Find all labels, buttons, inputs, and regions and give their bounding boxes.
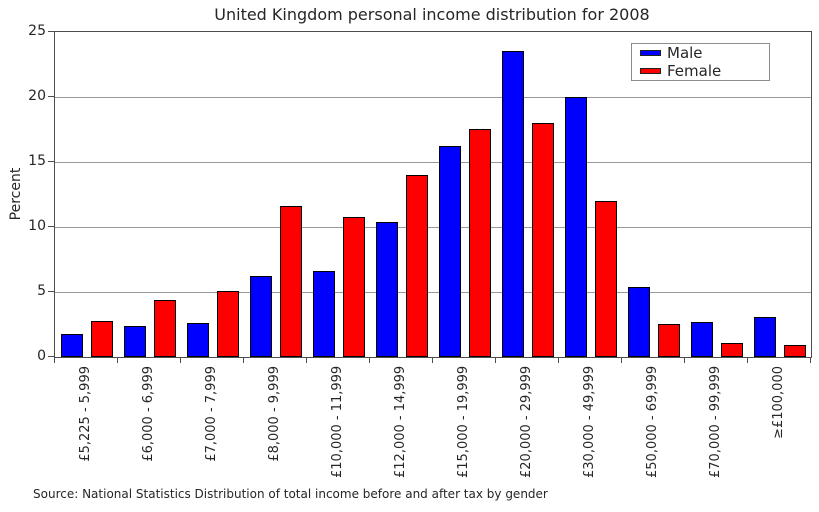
bar-male-11 bbox=[690, 322, 713, 357]
legend-label-male: Male bbox=[667, 44, 703, 62]
chart-title: United Kingdom personal income distribut… bbox=[214, 5, 650, 24]
y-tick-label-15: 15 bbox=[28, 153, 46, 169]
gridline-20 bbox=[55, 97, 811, 98]
gridline-5 bbox=[55, 292, 811, 293]
bar-male-4 bbox=[249, 276, 272, 357]
bar-female-7 bbox=[468, 129, 491, 357]
y-tick-label-0: 0 bbox=[37, 348, 46, 364]
x-tick-mark bbox=[243, 357, 244, 363]
x-tick-mark bbox=[54, 357, 55, 363]
x-tick-label-3: £7,000 - 7,999 bbox=[203, 366, 219, 462]
bar-male-3 bbox=[186, 323, 209, 357]
x-tick-label-6: £12,000 - 14,999 bbox=[392, 365, 408, 478]
bar-female-1 bbox=[90, 321, 113, 357]
y-tick-mark bbox=[48, 226, 54, 227]
bar-female-9 bbox=[594, 201, 617, 357]
y-tick-mark bbox=[48, 96, 54, 97]
x-tick-mark bbox=[117, 357, 118, 363]
y-tick-mark bbox=[48, 161, 54, 162]
x-tick-mark bbox=[306, 357, 307, 363]
bar-male-2 bbox=[123, 326, 146, 357]
bar-male-12 bbox=[753, 317, 776, 357]
x-tick-label-1: £5,225 - 5,999 bbox=[77, 366, 93, 462]
x-tick-mark bbox=[369, 357, 370, 363]
x-tick-label-5: £10,000 - 11,999 bbox=[329, 365, 345, 478]
plot-area bbox=[54, 31, 812, 358]
legend-swatch-female bbox=[640, 68, 661, 74]
bar-female-5 bbox=[342, 217, 365, 357]
y-tick-label-25: 25 bbox=[28, 23, 46, 39]
legend-label-female: Female bbox=[667, 62, 722, 80]
x-tick-label-7: £15,000 - 19,999 bbox=[455, 365, 471, 478]
y-tick-label-5: 5 bbox=[37, 283, 46, 299]
x-tick-label-8: £20,000 - 29,999 bbox=[518, 365, 534, 478]
bar-female-2 bbox=[153, 300, 176, 357]
x-tick-mark bbox=[621, 357, 622, 363]
x-tick-mark bbox=[558, 357, 559, 363]
gridline-10 bbox=[55, 227, 811, 228]
bar-female-3 bbox=[216, 291, 239, 357]
x-tick-mark bbox=[684, 357, 685, 363]
x-tick-label-12: ≥£100,000 bbox=[770, 366, 786, 439]
x-tick-mark bbox=[432, 357, 433, 363]
x-tick-mark bbox=[495, 357, 496, 363]
bar-male-6 bbox=[375, 222, 398, 357]
legend-item-male: Male bbox=[640, 45, 761, 61]
y-tick-mark bbox=[48, 31, 54, 32]
x-tick-label-2: £6,000 - 6,999 bbox=[140, 366, 156, 462]
x-tick-label-11: £70,000 - 99,999 bbox=[707, 365, 723, 478]
legend: Male Female bbox=[631, 43, 770, 81]
bar-male-10 bbox=[627, 287, 650, 357]
y-tick-label-10: 10 bbox=[28, 218, 46, 234]
y-tick-mark bbox=[48, 291, 54, 292]
x-tick-label-4: £8,000 - 9,999 bbox=[266, 366, 282, 462]
x-tick-mark bbox=[810, 357, 811, 363]
gridline-15 bbox=[55, 162, 811, 163]
x-tick-label-9: £30,000 - 49,999 bbox=[581, 365, 597, 478]
y-tick-label-20: 20 bbox=[28, 88, 46, 104]
bar-female-12 bbox=[783, 345, 806, 357]
source-note: Source: National Statistics Distribution… bbox=[33, 487, 548, 501]
x-tick-mark bbox=[747, 357, 748, 363]
bar-female-6 bbox=[405, 175, 428, 357]
bar-male-7 bbox=[438, 146, 461, 357]
x-tick-mark bbox=[180, 357, 181, 363]
bar-male-8 bbox=[501, 51, 524, 357]
bar-male-9 bbox=[564, 97, 587, 357]
bar-male-1 bbox=[60, 334, 83, 357]
bar-female-11 bbox=[720, 343, 743, 357]
legend-swatch-male bbox=[640, 50, 661, 56]
legend-item-female: Female bbox=[640, 63, 761, 79]
y-tick-mark bbox=[48, 356, 54, 357]
bar-female-10 bbox=[657, 324, 680, 357]
bar-female-4 bbox=[279, 206, 302, 357]
bar-female-8 bbox=[531, 123, 554, 357]
bar-male-5 bbox=[312, 271, 335, 357]
x-tick-label-10: £50,000 - 69,999 bbox=[644, 365, 660, 478]
y-axis-title: Percent bbox=[8, 167, 24, 221]
